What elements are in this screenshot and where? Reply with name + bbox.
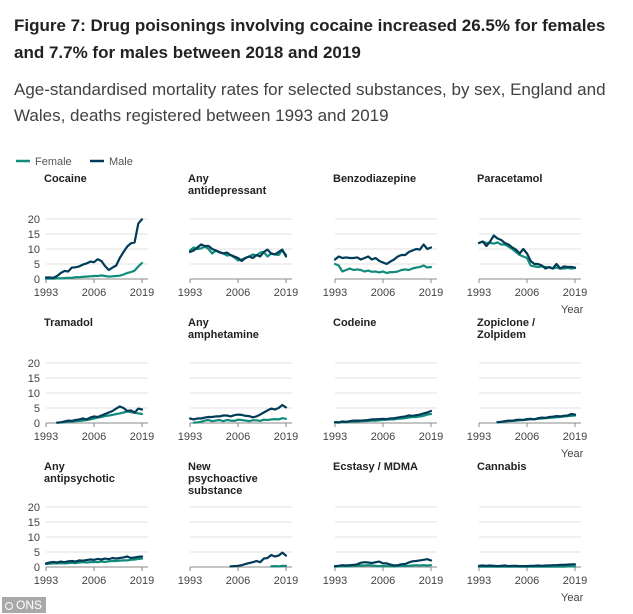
y-tick-label: 15	[28, 517, 40, 529]
x-tick-label: 2006	[82, 287, 106, 299]
x-axis-label: Year	[561, 304, 584, 316]
y-tick-label: 10	[28, 244, 40, 256]
x-tick-label: 1993	[323, 287, 347, 299]
x-tick-label: 2006	[226, 287, 250, 299]
panel-title-ecstasy-mdma: Ecstasy / MDMA	[333, 461, 418, 473]
x-tick-label: 1993	[467, 431, 491, 443]
panel-title-cannabis: Cannabis	[477, 461, 527, 473]
y-tick-label: 15	[28, 373, 40, 385]
x-tick-label: 2019	[419, 287, 443, 299]
series-line-any-antipsychotic-female	[44, 557, 144, 566]
series-line-cocaine-female	[44, 262, 144, 280]
x-tick-label: 2006	[515, 431, 539, 443]
panel-title-codeine: Codeine	[333, 317, 376, 329]
x-tick-label: 2019	[274, 575, 298, 587]
y-tick-label: 10	[28, 388, 40, 400]
x-tick-label: 2019	[419, 575, 443, 587]
x-tick-label: 2006	[515, 287, 539, 299]
series-line-paracetamol-male	[477, 234, 577, 270]
y-tick-label: 5	[34, 403, 40, 415]
panel-title-benzodiazepine: Benzodiazepine	[333, 173, 416, 185]
panel-title-any-antipsychotic: Any	[44, 461, 66, 473]
x-tick-label: 1993	[34, 287, 58, 299]
legend-label-male: Male	[109, 156, 133, 168]
series-line-any-antidepressant-female	[188, 245, 288, 262]
panel-title-any-antidepressant: Any	[188, 173, 210, 185]
x-tick-label: 1993	[467, 575, 491, 587]
panel-title-any-antipsychotic: antipsychotic	[44, 473, 115, 485]
x-tick-label: 2019	[130, 575, 154, 587]
y-tick-label: 0	[34, 418, 40, 430]
x-tick-label: 2006	[226, 575, 250, 587]
y-tick-label: 20	[28, 358, 40, 370]
series-line-cocaine-male	[44, 218, 144, 279]
x-tick-label: 2019	[563, 431, 587, 443]
panel-title-new-psychoactive-substance: psychoactive	[188, 473, 258, 485]
x-tick-label: 1993	[323, 575, 347, 587]
source-label: ONS	[16, 598, 43, 612]
panel-title-new-psychoactive-substance: New	[188, 461, 211, 473]
series-line-codeine-male	[333, 409, 433, 424]
panel-title-zopiclone-zolpidem: Zopiclone /	[477, 317, 535, 329]
series-line-new-psychoactive-substance-female	[270, 564, 288, 568]
x-tick-label: 2019	[274, 431, 298, 443]
x-tick-label: 2019	[563, 287, 587, 299]
panel-title-cocaine: Cocaine	[44, 173, 87, 185]
panel-title-paracetamol: Paracetamol	[477, 173, 542, 185]
y-tick-label: 20	[28, 502, 40, 514]
x-tick-label: 2019	[130, 431, 154, 443]
x-axis-label: Year	[561, 592, 584, 604]
panel-title-any-amphetamine: amphetamine	[188, 329, 259, 341]
x-tick-label: 1993	[323, 431, 347, 443]
y-tick-label: 20	[28, 214, 40, 226]
series-line-any-amphetamine-male	[188, 403, 288, 421]
chart-title: Figure 7: Drug poisonings involving coca…	[14, 16, 606, 62]
x-tick-label: 1993	[178, 287, 202, 299]
x-tick-label: 1993	[34, 431, 58, 443]
x-tick-label: 1993	[34, 575, 58, 587]
source-credit: ONS	[2, 597, 47, 613]
x-tick-label: 2006	[82, 431, 106, 443]
series-line-ecstasy-mdma-male	[333, 558, 433, 568]
series-line-zopiclone-zolpidem-male	[496, 412, 577, 424]
x-tick-label: 2019	[130, 287, 154, 299]
legend-label-female: Female	[35, 156, 72, 168]
panel-title-new-psychoactive-substance: substance	[188, 485, 242, 497]
y-tick-label: 0	[34, 562, 40, 574]
x-tick-label: 2006	[82, 575, 106, 587]
x-tick-label: 1993	[178, 575, 202, 587]
series-line-any-amphetamine-female	[192, 417, 288, 424]
series-line-benzodiazepine-male	[333, 243, 433, 266]
x-tick-label: 1993	[467, 287, 491, 299]
x-tick-label: 2006	[226, 431, 250, 443]
x-tick-label: 2006	[371, 287, 395, 299]
series-line-any-antipsychotic-male	[44, 555, 144, 565]
panel-title-any-antidepressant: antidepressant	[188, 185, 267, 197]
x-tick-label: 2019	[419, 431, 443, 443]
chart-subtitle: Age-standardised mortality rates for sel…	[14, 80, 606, 125]
x-tick-label: 2019	[563, 575, 587, 587]
x-tick-label: 2006	[371, 575, 395, 587]
x-tick-label: 1993	[178, 431, 202, 443]
y-tick-label: 15	[28, 229, 40, 241]
series-line-cannabis-male	[477, 563, 577, 568]
y-tick-label: 5	[34, 259, 40, 271]
x-tick-label: 2006	[371, 431, 395, 443]
panel-title-any-amphetamine: Any	[188, 317, 210, 329]
x-tick-label: 2019	[274, 287, 298, 299]
panel-title-tramadol: Tramadol	[44, 317, 93, 329]
series-line-new-psychoactive-substance-male	[229, 551, 288, 568]
y-tick-label: 10	[28, 532, 40, 544]
ons-logo-icon	[5, 602, 13, 610]
series-line-benzodiazepine-female	[333, 262, 433, 275]
panel-title-zopiclone-zolpidem: Zolpidem	[477, 329, 526, 341]
y-tick-label: 5	[34, 547, 40, 559]
series-line-any-antidepressant-male	[188, 243, 288, 263]
y-tick-label: 0	[34, 274, 40, 286]
x-axis-label: Year	[561, 448, 584, 460]
x-tick-label: 2006	[515, 575, 539, 587]
series-line-tramadol-male	[55, 405, 144, 424]
